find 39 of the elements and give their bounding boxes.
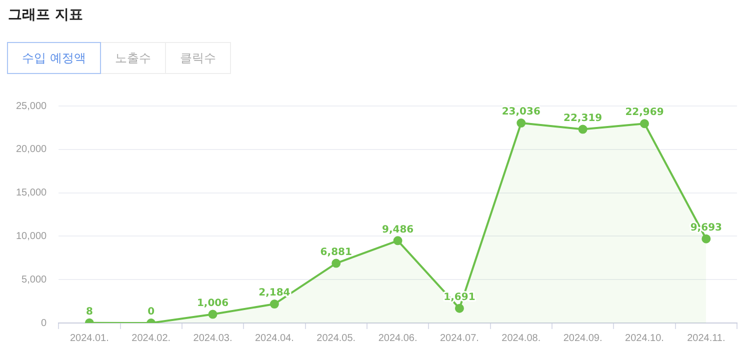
x-tick-label: 2024.02. <box>132 332 171 344</box>
x-tick-label: 2024.04. <box>254 332 294 344</box>
y-tick-label: 25,000 <box>16 100 48 112</box>
x-tick-label: 2024.03. <box>193 332 232 344</box>
x-tick-label: 2024.10. <box>625 332 664 344</box>
point <box>516 118 526 128</box>
y-tick-label: 0 <box>41 318 48 329</box>
point <box>578 124 588 134</box>
x-tick-label: 2024.09. <box>563 332 602 344</box>
data-label: 22,969 <box>625 107 664 118</box>
point <box>393 236 402 246</box>
data-label: 23,036 <box>502 106 540 118</box>
x-tick-label: 2024.06. <box>378 332 418 344</box>
data-label: 2,184 <box>258 288 290 299</box>
y-tick-label: 10,000 <box>16 230 48 242</box>
data-label: 8 <box>86 306 93 318</box>
data-label: 22,319 <box>564 112 602 124</box>
point <box>640 119 649 128</box>
text: 노출수 <box>100 42 166 74</box>
x-tick-label: 2024.11. <box>687 332 726 344</box>
point <box>270 300 279 309</box>
point <box>332 258 341 268</box>
data-label: 1,006 <box>196 298 229 309</box>
data-label: 9,486 <box>382 224 414 236</box>
point <box>208 310 218 319</box>
data-label: 6,881 <box>320 246 352 258</box>
x-tick-label: 2024.08. <box>502 332 541 344</box>
x-tick-label: 2024.07. <box>440 332 479 344</box>
data-label: 0 <box>148 306 155 318</box>
x-tick-label: 2024.01. <box>70 332 109 344</box>
text: 수입 예정액 <box>7 42 101 74</box>
y-tick-label: 20,000 <box>16 144 48 156</box>
text: 클릭수 <box>164 42 231 74</box>
point <box>702 234 711 244</box>
x-tick-label: 2024.05. <box>316 332 356 344</box>
chart-title: 그래프 지표 <box>8 6 83 24</box>
y-tick-label: 5,000 <box>22 274 48 286</box>
y-tick-label: 15,000 <box>16 188 48 199</box>
point <box>454 304 464 313</box>
